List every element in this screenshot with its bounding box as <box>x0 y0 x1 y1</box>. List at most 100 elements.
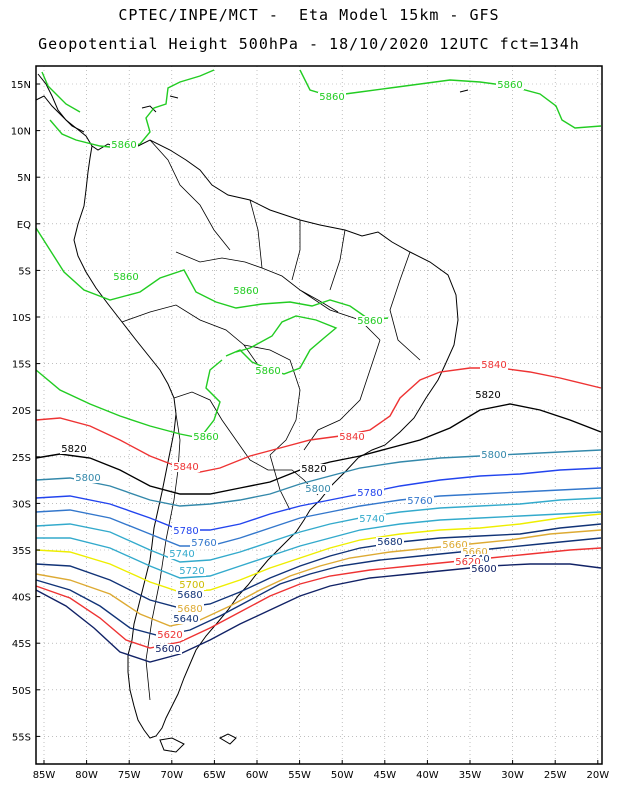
contour-label: 5800 <box>305 484 330 495</box>
contour-label: 5820 <box>301 464 326 475</box>
lon-tick-label: 55W <box>288 770 311 781</box>
contour-5800 <box>35 449 602 507</box>
lon-tick-label: 40W <box>416 770 439 781</box>
lon-tick-label: 75W <box>118 770 141 781</box>
contour-label-bg <box>176 604 204 614</box>
contour-label: 5860 <box>113 272 138 283</box>
contour-label: 5840 <box>481 360 506 371</box>
contour-label-bg <box>441 540 469 550</box>
contour-5820 <box>35 403 602 495</box>
axis-labels: 15N 10N 5N EQ 5S 10S 15S 20S 25S 30S 35S 40S 45S 50S 5… <box>11 80 609 781</box>
lat-tick-label: EQ <box>17 220 31 231</box>
tierra-del-fuego <box>159 737 185 753</box>
contour-label-bg <box>110 140 138 150</box>
contour-5860-central <box>35 227 389 321</box>
contour-label: 5620 <box>455 557 480 568</box>
contour-label-bg <box>480 360 508 370</box>
contour-label-bg <box>192 432 220 442</box>
contour-5860-south <box>35 359 223 439</box>
lon-tick-label: 30W <box>501 770 524 781</box>
contour-label-bg <box>480 450 508 460</box>
contour-label-bg <box>60 444 88 454</box>
contour-5680 <box>35 523 602 609</box>
contour-label: 5760 <box>191 538 216 549</box>
contour-label: 5860 <box>193 432 218 443</box>
coastline-and-borders <box>35 73 469 753</box>
contour-label: 5640 <box>173 614 198 625</box>
contour-label: 5700 <box>179 580 204 591</box>
contour-label: 5860 <box>111 140 136 151</box>
contour-label: 5860 <box>357 316 382 327</box>
contour-label: 5860 <box>497 80 522 91</box>
contour-5840 <box>35 367 602 473</box>
contour-label-bg <box>474 390 502 400</box>
lat-tick-label: 25S <box>12 453 31 464</box>
lon-tick-label: 50W <box>331 770 354 781</box>
contour-5700 <box>35 513 602 593</box>
contour-label-bg <box>304 484 332 494</box>
contour-label: 5680 <box>177 604 202 615</box>
contour-label: 5840 <box>339 432 364 443</box>
contour-label-bg <box>74 473 102 483</box>
contour-label-bg <box>232 286 260 296</box>
contour-label: 5660 <box>442 540 467 551</box>
lat-tick-label: 55S <box>12 732 31 743</box>
contour-label: 5740 <box>169 549 194 560</box>
country-borders <box>121 139 421 701</box>
contour-label-bg <box>300 464 328 474</box>
lat-tick-label: 35S <box>12 546 31 557</box>
contour-label: 5680 <box>377 537 402 548</box>
contour-label: 5820 <box>61 444 86 455</box>
contour-label-bg <box>338 432 366 442</box>
contour-label: 5780 <box>173 526 198 537</box>
lon-tick-label: 20W <box>586 770 609 781</box>
contour-label: 5680 <box>177 590 202 601</box>
lon-tick-label: 85W <box>33 770 56 781</box>
contour-5780 <box>35 467 602 531</box>
contour-label-bg <box>156 630 184 640</box>
contour-label-bg <box>496 80 524 90</box>
contour-label: 5840 <box>173 462 198 473</box>
contour-lines <box>35 69 602 663</box>
contour-5860-bolivia <box>225 315 338 375</box>
south-america-coast <box>73 139 459 739</box>
lon-tick-label: 35W <box>459 770 482 781</box>
lon-tick-label: 60W <box>246 770 269 781</box>
lat-tick-label: 5N <box>17 173 31 184</box>
central-america-coast <box>37 73 93 147</box>
contour-label-bg <box>356 488 384 498</box>
contour-5620 <box>35 547 602 649</box>
map-frame <box>35 65 603 765</box>
contour-label-bg <box>356 316 384 326</box>
contour-label-bg <box>461 547 489 557</box>
contour-5860-loop <box>41 71 81 113</box>
lat-tick-label: 15S <box>12 360 31 371</box>
contour-label-bg <box>470 564 498 574</box>
contour-label-bg <box>358 514 386 524</box>
contour-label: 5860 <box>233 286 258 297</box>
contour-label-bg <box>254 366 282 376</box>
contour-label-bg <box>172 462 200 472</box>
contour-label-bg <box>176 590 204 600</box>
contour-label-bg <box>318 92 346 102</box>
contour-label: 5760 <box>407 496 432 507</box>
contour-label-bg <box>154 644 182 654</box>
contour-label-bg <box>178 566 206 576</box>
contour-5740 <box>35 497 602 563</box>
contour-label: 5780 <box>357 488 382 499</box>
lat-tick-label: 20S <box>12 406 31 417</box>
contour-label: 5620 <box>157 630 182 641</box>
lat-tick-label: 10S <box>12 313 31 324</box>
contour-label-bg <box>376 537 404 547</box>
lat-tick-label: 45S <box>12 639 31 650</box>
lat-tick-label: 5S <box>18 266 31 277</box>
contour-label: 5600 <box>471 564 496 575</box>
contour-5720 <box>36 511 602 579</box>
falkland-islands <box>218 733 237 745</box>
contour-label-bg <box>172 526 200 536</box>
contour-5860-carib <box>49 69 215 149</box>
chart-title-line1: CPTEC/INPE/MCT - Eta Model 15km - GFS <box>118 6 500 24</box>
lon-tick-label: 45W <box>373 770 396 781</box>
lat-tick-label: 10N <box>11 127 31 138</box>
